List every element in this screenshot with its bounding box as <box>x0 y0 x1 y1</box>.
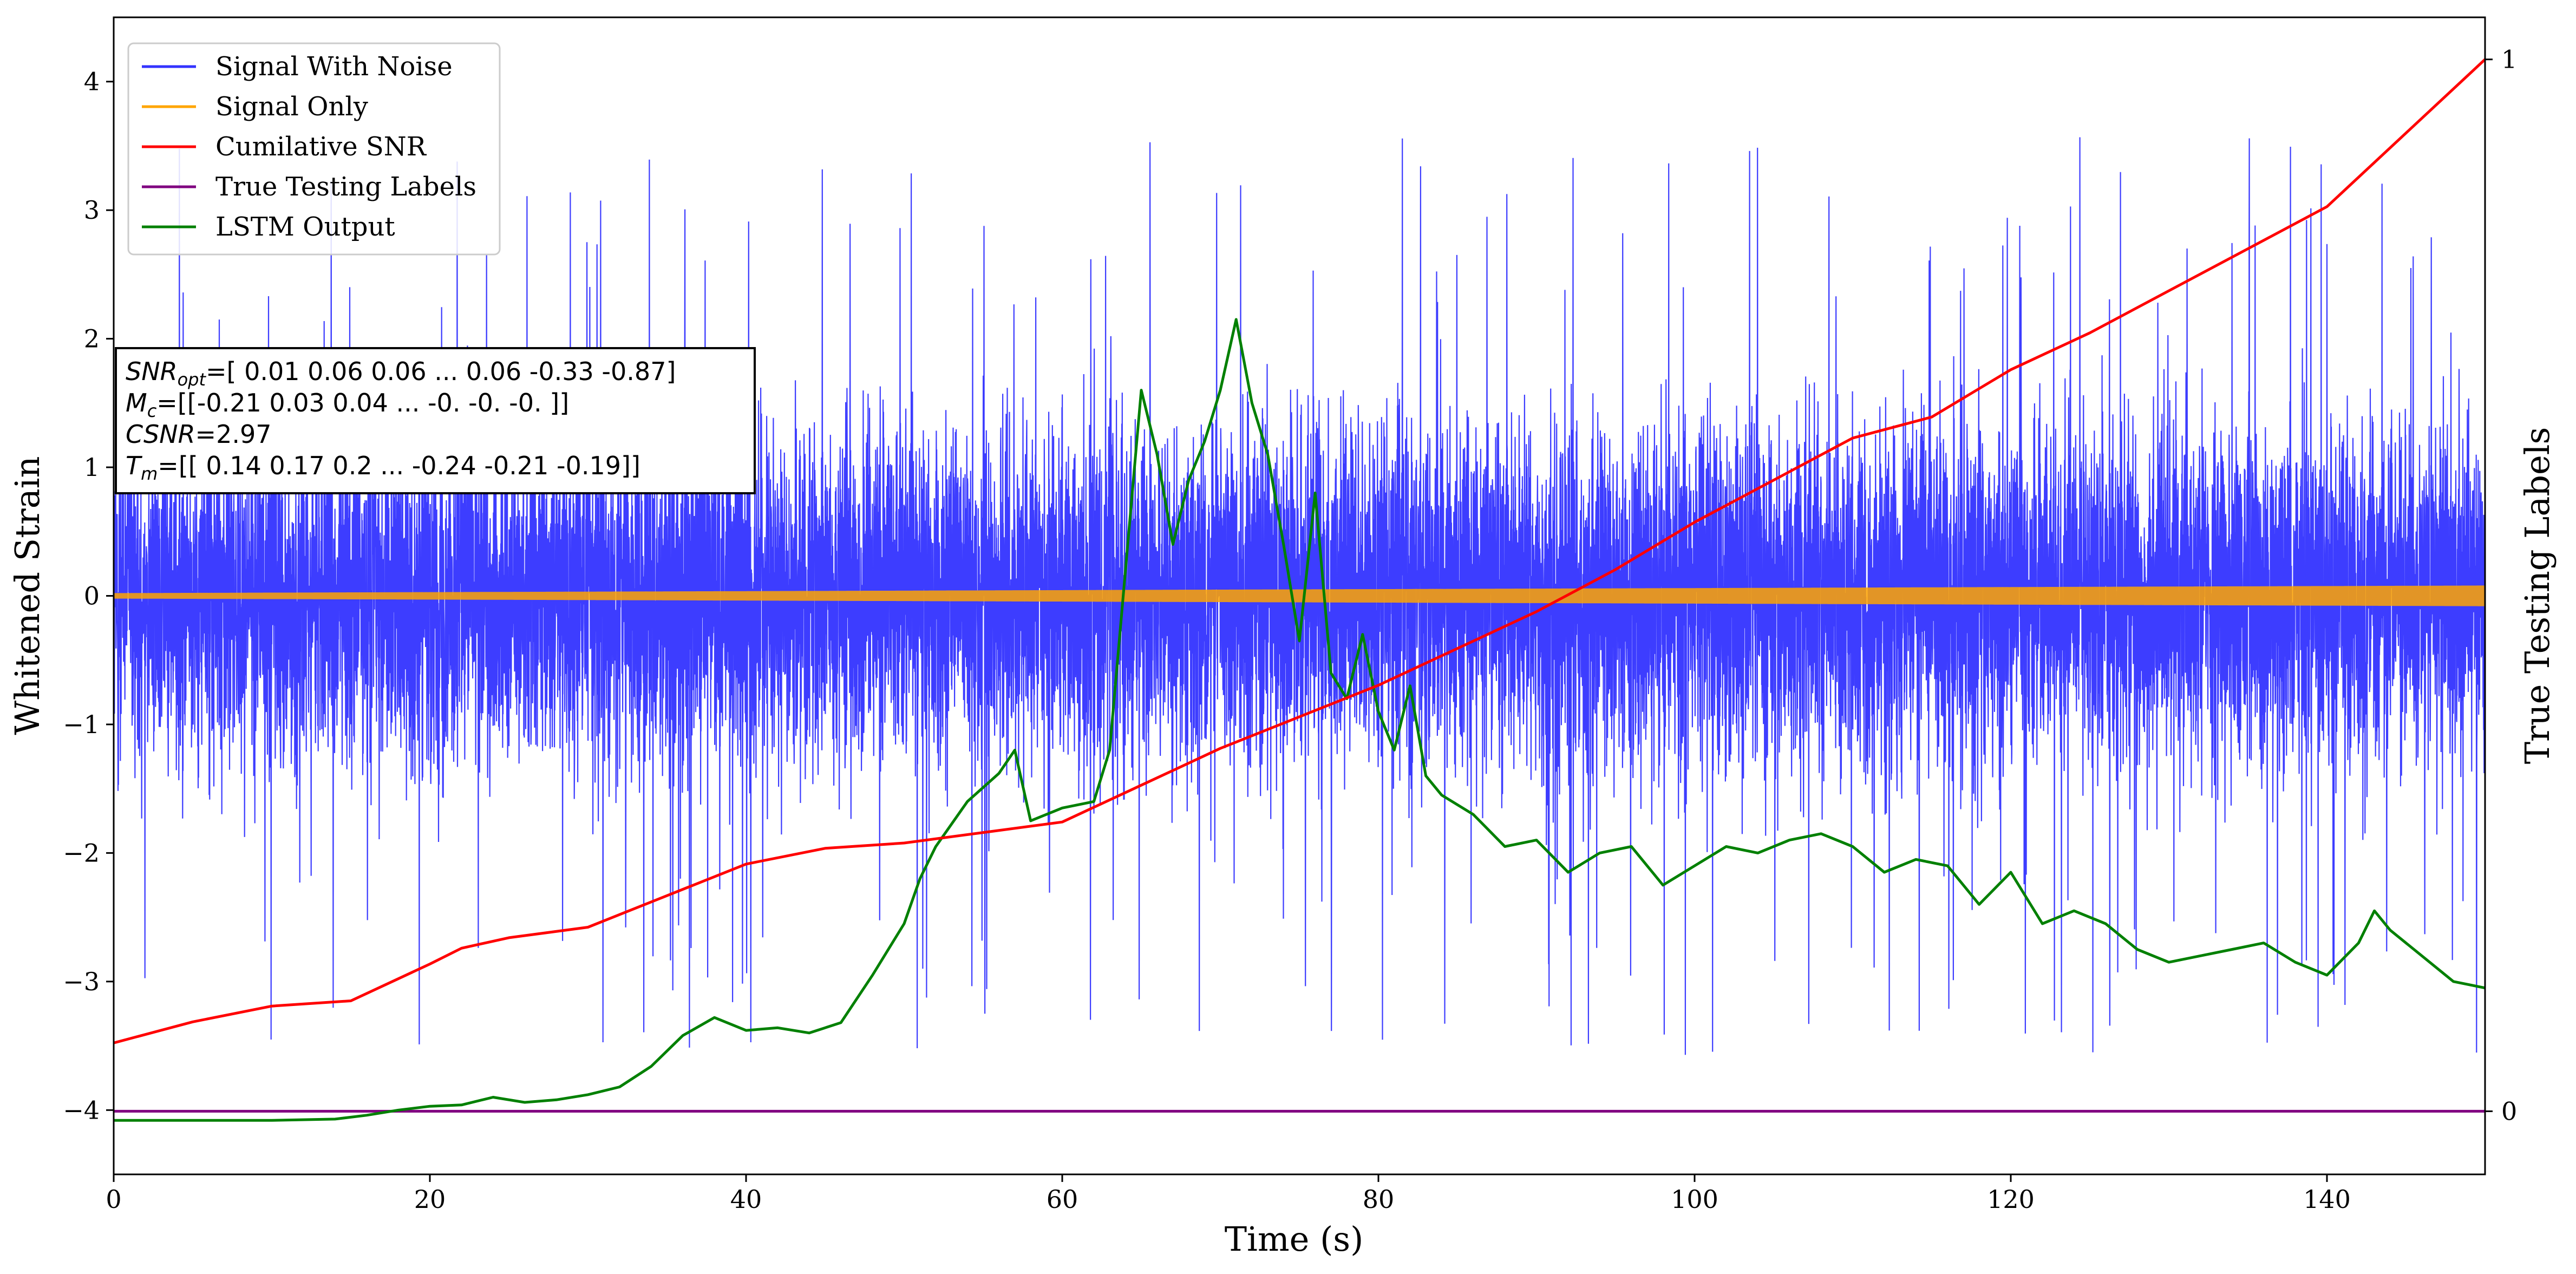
legend-label: True Testing Labels <box>215 172 476 202</box>
annotation-line: Tm=[[ 0.14 0.17 0.2 ... -0.24 -0.21 -0.1… <box>126 451 640 484</box>
right-y-tick-label: 0 <box>2501 1096 2517 1126</box>
x-tick-label: 20 <box>414 1185 446 1214</box>
lstm-output-line <box>114 318 2485 1122</box>
right-y-axis-title: True Testing Labels <box>2518 427 2557 765</box>
x-axis-title: Time (s) <box>1225 1219 1364 1259</box>
left-y-tick-label: 4 <box>84 67 100 96</box>
annotation-line: SNRopt=[ 0.01 0.06 0.06 ... 0.06 -0.33 -… <box>126 357 676 390</box>
signal-only-line <box>114 585 2485 606</box>
x-tick-label: 40 <box>730 1185 762 1214</box>
legend-box <box>127 42 501 256</box>
legend-label: Cumilative SNR <box>215 132 427 162</box>
x-tick-label: 120 <box>1987 1185 2035 1214</box>
x-tick-label: 100 <box>1671 1185 1718 1214</box>
legend-label: Signal Only <box>215 92 368 122</box>
left-y-tick-label: −2 <box>63 838 100 867</box>
left-y-tick-label: 1 <box>84 453 100 482</box>
x-tick-label: 80 <box>1363 1185 1395 1214</box>
left-y-tick-label: 2 <box>84 324 100 354</box>
signal-only-series <box>114 585 2485 606</box>
x-tick-label: 0 <box>106 1185 121 1214</box>
cumulative-snr-line <box>114 58 2485 1044</box>
legend-label: LSTM Output <box>215 212 395 242</box>
annotation-line: CSNR=2.97 <box>126 420 272 449</box>
legend-label: Signal With Noise <box>215 51 453 82</box>
right-y-tick-label: 1 <box>2501 45 2517 74</box>
left-y-tick-label: −4 <box>63 1095 100 1125</box>
left-y-tick-label: 3 <box>84 195 100 225</box>
left-y-axis-title: Whitened Strain <box>8 456 47 735</box>
annotation-box: SNRopt=[ 0.01 0.06 0.06 ... 0.06 -0.33 -… <box>115 347 756 494</box>
left-y-tick-label: −3 <box>63 967 100 996</box>
x-tick-label: 60 <box>1047 1185 1078 1214</box>
legend: Signal With Noise Signal Only Cumilative S… <box>127 42 501 256</box>
left-y-tick-label: −1 <box>63 710 100 739</box>
annotation-line: Mc=[[-0.21 0.03 0.04 ... -0. -0. -0. ]] <box>126 388 569 421</box>
x-tick-label: 140 <box>2303 1185 2351 1214</box>
annotation-box-frame <box>115 347 756 494</box>
left-y-tick-label: 0 <box>84 582 100 611</box>
